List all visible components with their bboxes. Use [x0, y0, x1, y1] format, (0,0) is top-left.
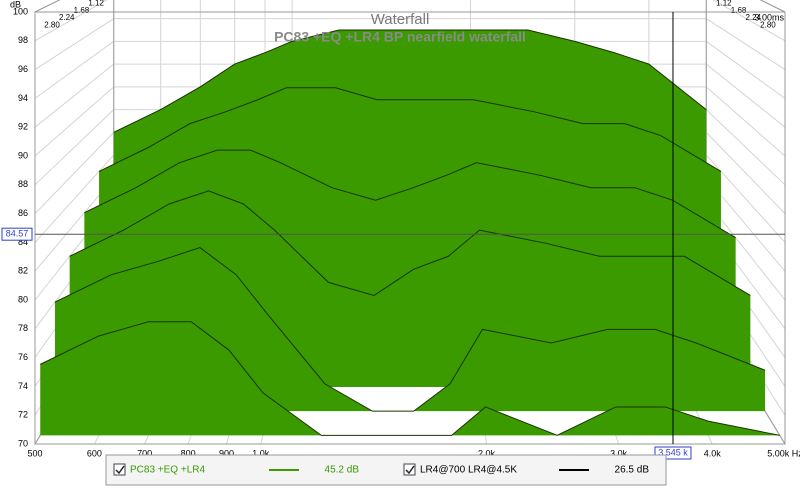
x-tick-label: 600 — [87, 448, 102, 458]
y-tick-label: 98 — [18, 35, 28, 45]
side-grid-line — [705, 18, 786, 71]
cursor-x-label: 3.545 k — [658, 447, 688, 457]
z-tick-label: 2.80 — [760, 21, 776, 30]
slice-area — [40, 321, 780, 436]
y-tick-label: 82 — [18, 266, 28, 276]
y-tick-label: 80 — [18, 294, 28, 304]
legend-check[interactable] — [405, 465, 415, 475]
legend: PC83 +EQ +LR4 45.2 dB LR4@700 LR4@4.5K 26.5… — [113, 463, 650, 476]
legend-check[interactable] — [115, 465, 125, 475]
x-tick-label: 500 — [27, 448, 42, 458]
y-tick-label: 78 — [18, 323, 28, 333]
legend-checkbox[interactable] — [403, 463, 416, 476]
y-axis-label: dB — [10, 0, 21, 9]
y-tick-label: 94 — [18, 93, 28, 103]
z-tick-label: 1.12 — [88, 0, 104, 8]
z-tick-label: 1.68 — [731, 6, 747, 15]
y-tick-label: 74 — [18, 381, 28, 391]
x-tick-label: 800 — [181, 448, 196, 458]
legend-level: 26.5 dB — [615, 465, 650, 476]
y-tick-label: 70 — [18, 438, 28, 448]
x-tick-label: 4.0k — [704, 448, 722, 458]
side-grid-line — [705, 109, 786, 186]
x-tick-label: 700 — [137, 448, 152, 458]
side-grid-line — [705, 40, 786, 99]
waterfall-slices — [40, 29, 780, 436]
y-tick-label: 92 — [18, 122, 28, 132]
legend-label: PC83 +EQ +LR4 — [130, 465, 205, 476]
slice-line — [40, 321, 780, 436]
x-tick-label: 900 — [219, 448, 234, 458]
y-tick-label: 72 — [18, 410, 28, 420]
slice-line — [113, 29, 707, 133]
side-grid-line — [705, 86, 786, 157]
y-tick-label: 88 — [18, 179, 28, 189]
side-grid-line — [34, 0, 108, 42]
side-grid-line — [34, 63, 115, 128]
x-tick-label: 2.0k — [478, 448, 496, 458]
x-tick-label: 3.0k — [610, 448, 628, 458]
legend-level: 45.2 dB — [325, 465, 360, 476]
y-tick-label: 76 — [18, 352, 28, 362]
chart-subtitle: PC83 +EQ +LR4 BP nearfield waterfall — [274, 29, 526, 45]
z-tick-label: 2.24 — [59, 13, 75, 22]
z-tick-label: 1.12 — [716, 0, 732, 8]
side-grid-line — [34, 109, 115, 186]
cursor-y-label: 84.57 — [6, 229, 29, 239]
side-grid-line — [34, 40, 115, 99]
z-tick-label: 1.68 — [74, 6, 90, 15]
side-grid-line — [705, 63, 786, 128]
side-grid-line — [34, 18, 115, 71]
slice-line — [54, 246, 766, 412]
side-grid-line — [705, 131, 786, 214]
z-tick-label: 2.24 — [745, 13, 761, 22]
z-tick-label: 2.80 — [44, 21, 60, 30]
legend-label: LR4@700 LR4@4.5K — [420, 465, 517, 476]
z-end-label: 3.00ms — [754, 12, 784, 22]
side-grid-line — [34, 86, 115, 157]
overlay: 84.57 3.545 k — [1, 12, 785, 460]
chart-title: Waterfall — [371, 11, 430, 28]
slice-line — [69, 190, 751, 297]
side-grid-line — [712, 0, 786, 42]
slice-line — [98, 87, 722, 172]
y-tick-label: 84 — [18, 237, 28, 247]
y-tick-label: 100 — [13, 6, 28, 16]
legend-checkbox[interactable] — [113, 463, 126, 476]
x-tick-label: 1.0k — [252, 448, 270, 458]
side-grid-line — [705, 154, 786, 243]
side-grid-line — [34, 131, 115, 214]
y-tick-label: 96 — [18, 64, 28, 74]
slice-line — [84, 149, 736, 239]
side-grid-line — [34, 154, 115, 243]
x-tick-label: 5.00k Hz — [767, 448, 800, 458]
y-tick-label: 86 — [18, 208, 28, 218]
cursor-y-box — [1, 227, 33, 241]
y-tick-label: 90 — [18, 150, 28, 160]
